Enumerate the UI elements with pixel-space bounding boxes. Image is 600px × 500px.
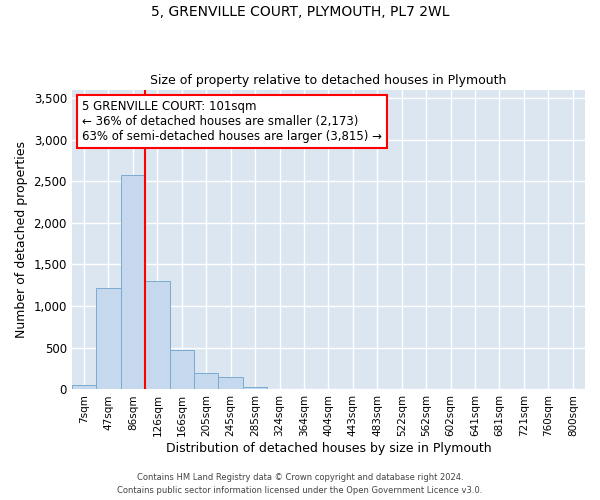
Bar (267, 388, 292, 390)
Bar (170, 350, 194, 390)
Text: 5 GRENVILLE COURT: 101sqm
← 36% of detached houses are smaller (2,173)
63% of se: 5 GRENVILLE COURT: 101sqm ← 36% of detac… (82, 100, 382, 143)
Text: Contains HM Land Registry data © Crown copyright and database right 2024.
Contai: Contains HM Land Registry data © Crown c… (118, 474, 482, 495)
Text: 5, GRENVILLE COURT, PLYMOUTH, PL7 2WL: 5, GRENVILLE COURT, PLYMOUTH, PL7 2WL (151, 5, 449, 19)
Y-axis label: Number of detached properties: Number of detached properties (15, 141, 28, 338)
Bar (194, 373, 218, 390)
X-axis label: Distribution of detached houses by size in Plymouth: Distribution of detached houses by size … (166, 442, 491, 455)
Bar (96, 288, 121, 390)
Bar (243, 387, 267, 390)
Bar (145, 281, 170, 390)
Bar (121, 174, 145, 390)
Bar (218, 377, 243, 390)
Title: Size of property relative to detached houses in Plymouth: Size of property relative to detached ho… (150, 74, 506, 87)
Bar (72, 386, 96, 390)
